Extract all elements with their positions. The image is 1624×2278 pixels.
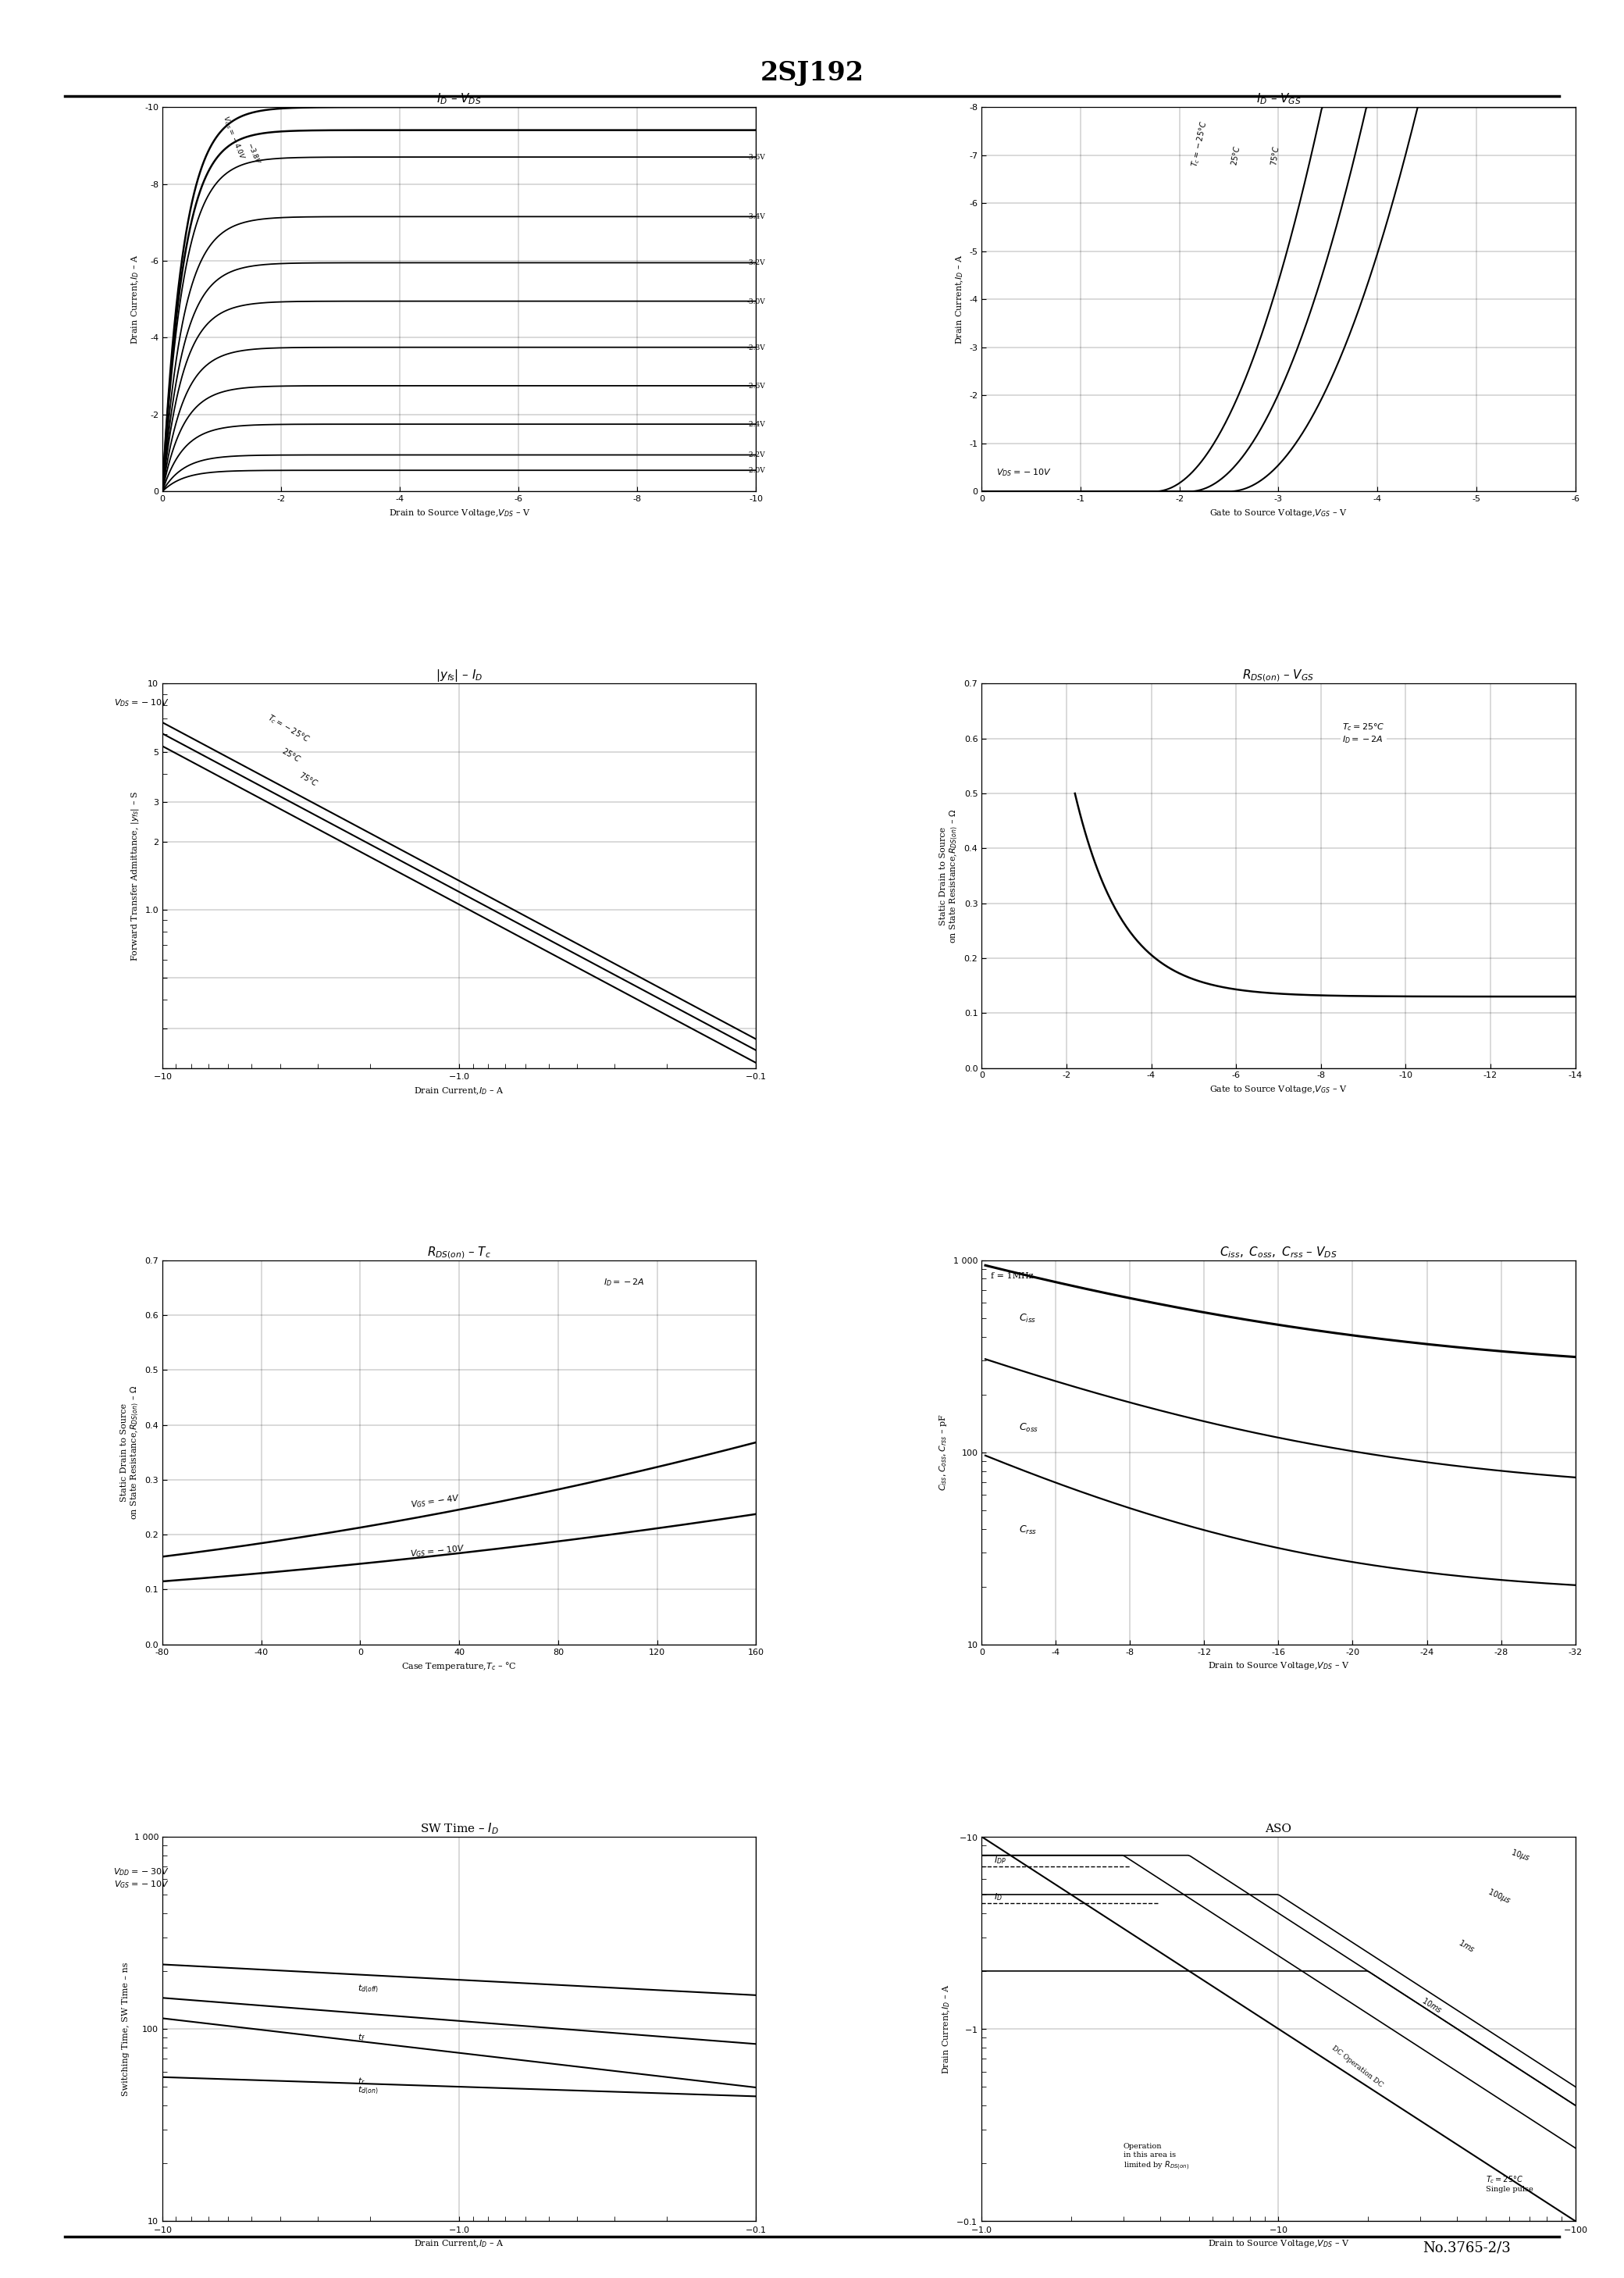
Text: $V_{GS}=-10V$: $V_{GS}=-10V$ [409,1542,466,1560]
Text: -3.4V: -3.4V [747,214,765,221]
X-axis label: Case Temperature,$T_c$ – °C: Case Temperature,$T_c$ – °C [401,1661,516,1672]
X-axis label: Drain to Source Voltage,$V_{DS}$ – V: Drain to Source Voltage,$V_{DS}$ – V [1208,1661,1350,1672]
Text: $V_{GS}=-4V$: $V_{GS}=-4V$ [409,1492,460,1510]
Text: $T_c=-25°C$: $T_c=-25°C$ [1189,121,1210,169]
Title: ASO: ASO [1265,1825,1291,1834]
Y-axis label: Switching Time, SW Time – ns: Switching Time, SW Time – ns [122,1961,130,2096]
Title: $I_D$ – $V_{GS}$: $I_D$ – $V_{GS}$ [1255,91,1301,107]
X-axis label: Gate to Source Voltage,$V_{GS}$ – V: Gate to Source Voltage,$V_{GS}$ – V [1210,508,1348,519]
Text: $100\mu s$: $100\mu s$ [1486,1886,1514,1907]
Title: $R_{DS(on)}$ – $V_{GS}$: $R_{DS(on)}$ – $V_{GS}$ [1242,667,1314,683]
Text: $V_{GS}=-4.0V$: $V_{GS}=-4.0V$ [221,114,247,162]
Text: f = 1MHz: f = 1MHz [991,1273,1033,1280]
Text: $-3.8V$: $-3.8V$ [245,141,263,166]
Text: -2.2V: -2.2V [747,451,765,458]
X-axis label: Drain to Source Voltage,$V_{DS}$ – V: Drain to Source Voltage,$V_{DS}$ – V [388,508,529,519]
Text: -3.0V: -3.0V [747,298,765,305]
Y-axis label: Drain Current,$I_D$ – A: Drain Current,$I_D$ – A [955,255,965,344]
Text: $t_{d(on)}$: $t_{d(on)}$ [357,2084,378,2096]
Text: $1ms$: $1ms$ [1457,1936,1478,1955]
Text: $10\mu s$: $10\mu s$ [1509,1847,1531,1863]
Text: $I_{DP}$: $I_{DP}$ [994,1854,1007,1866]
X-axis label: Gate to Source Voltage,$V_{GS}$ – V: Gate to Source Voltage,$V_{GS}$ – V [1210,1084,1348,1096]
Title: $C_{iss},\ C_{oss},\ C_{rss}$ – $V_{DS}$: $C_{iss},\ C_{oss},\ C_{rss}$ – $V_{DS}$ [1220,1244,1337,1260]
Text: $t_r$: $t_r$ [357,2075,365,2087]
Text: DC Operation DC: DC Operation DC [1330,2043,1384,2089]
Text: $25°C$: $25°C$ [1229,144,1242,166]
Y-axis label: Drain Current,$I_D$ – A: Drain Current,$I_D$ – A [940,1984,952,2073]
Text: $25°C$: $25°C$ [281,745,302,763]
Text: $10ms$: $10ms$ [1419,1996,1444,2016]
Title: $I_D$ – $V_{DS}$: $I_D$ – $V_{DS}$ [437,91,482,107]
Text: -2.6V: -2.6V [747,383,765,390]
Text: $C_{rss}$: $C_{rss}$ [1018,1524,1036,1535]
Text: $V_{DS}=-10V$: $V_{DS}=-10V$ [997,467,1052,478]
X-axis label: Drain to Source Voltage,$V_{DS}$ – V: Drain to Source Voltage,$V_{DS}$ – V [1208,2239,1350,2248]
Text: -3.2V: -3.2V [747,260,765,267]
Text: $75°C$: $75°C$ [297,770,320,788]
Text: $V_{DS}=-10V$: $V_{DS}=-10V$ [114,697,169,708]
Text: $C_{iss}$: $C_{iss}$ [1018,1312,1036,1324]
Text: $T_c=25°C$
Single pulse: $T_c=25°C$ Single pulse [1486,2173,1533,2194]
Text: 2SJ192: 2SJ192 [760,59,864,87]
Text: $I_D$: $I_D$ [994,1893,1002,1902]
X-axis label: Drain Current,$I_D$ – A: Drain Current,$I_D$ – A [414,1087,505,1096]
Y-axis label: $C_{iss},C_{oss},C_{rss}$ – pF: $C_{iss},C_{oss},C_{rss}$ – pF [939,1415,948,1492]
Text: -2.0V: -2.0V [747,467,765,474]
Text: $t_f$: $t_f$ [357,2032,365,2043]
Title: $R_{DS(on)}$ – $T_c$: $R_{DS(on)}$ – $T_c$ [427,1244,490,1260]
Y-axis label: Static Drain to Source
on State Resistance,$R_{DS(on)}$ – $\Omega$: Static Drain to Source on State Resistan… [939,809,960,943]
Y-axis label: Static Drain to Source
on State Resistance,$R_{DS(on)}$ – $\Omega$: Static Drain to Source on State Resistan… [120,1385,140,1519]
Text: No.3765-2/3: No.3765-2/3 [1423,2242,1510,2255]
Text: -2.4V: -2.4V [747,421,765,428]
Title: SW Time – $I_D$: SW Time – $I_D$ [419,1822,499,1836]
Text: $75°C$: $75°C$ [1268,146,1281,166]
Text: -3.6V: -3.6V [747,155,765,162]
Y-axis label: Forward Transfer Admittance, $|y_{fs}|$ – S: Forward Transfer Admittance, $|y_{fs}|$ … [130,790,141,961]
Text: $C_{oss}$: $C_{oss}$ [1018,1421,1038,1433]
Text: $T_c=25°C$
$I_D=-2A$: $T_c=25°C$ $I_D=-2A$ [1341,722,1385,745]
Text: Operation
in this area is
limited by $R_{DS(on)}$: Operation in this area is limited by $R_… [1124,2144,1189,2171]
Title: $|y_{fs}|$ – $I_D$: $|y_{fs}|$ – $I_D$ [435,667,482,683]
Text: -2.8V: -2.8V [747,344,765,351]
Text: $t_{d(off)}$: $t_{d(off)}$ [357,1984,378,1996]
Text: $T_c=-25°C$: $T_c=-25°C$ [265,713,312,745]
Text: $I_D=-2A$: $I_D=-2A$ [604,1276,645,1287]
Text: $V_{DD}=-30V$
$V_{GS}=-10V$: $V_{DD}=-30V$ $V_{GS}=-10V$ [114,1866,169,1888]
Y-axis label: Drain Current,$I_D$ – A: Drain Current,$I_D$ – A [130,255,140,344]
X-axis label: Drain Current,$I_D$ – A: Drain Current,$I_D$ – A [414,2239,505,2248]
